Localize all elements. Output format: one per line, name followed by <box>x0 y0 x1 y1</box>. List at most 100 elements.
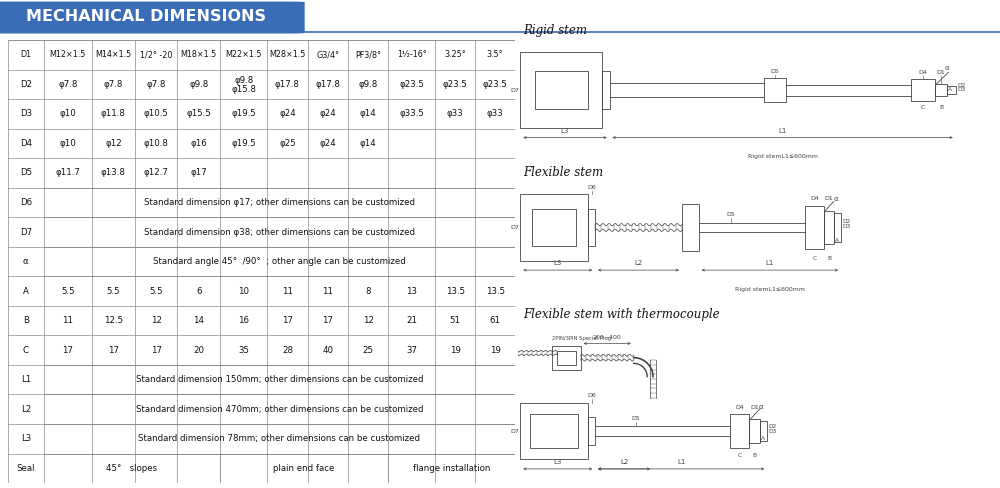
Text: D2: D2 <box>842 219 851 224</box>
Text: 12.5: 12.5 <box>104 316 123 325</box>
Bar <box>947 86 956 94</box>
Text: 8: 8 <box>365 286 371 296</box>
Text: D5: D5 <box>726 212 735 217</box>
Text: L2: L2 <box>620 459 628 465</box>
Text: C: C <box>738 453 742 458</box>
Text: C: C <box>812 256 816 261</box>
Text: D1: D1 <box>750 405 759 410</box>
Text: D7: D7 <box>510 88 519 93</box>
Text: Rigid stem: Rigid stem <box>523 24 587 37</box>
Text: D2: D2 <box>957 83 965 88</box>
Text: 12: 12 <box>363 316 374 325</box>
Text: G3/4°: G3/4° <box>316 50 339 59</box>
Text: L3: L3 <box>21 434 31 443</box>
Text: D3: D3 <box>769 428 777 433</box>
Text: Standard dimension 150mm; other dimensions can be customized: Standard dimension 150mm; other dimensio… <box>136 375 423 384</box>
Text: 40: 40 <box>322 346 333 355</box>
Text: D6: D6 <box>587 184 596 190</box>
Text: D2: D2 <box>20 80 32 89</box>
Text: D7: D7 <box>20 227 32 237</box>
Text: 13.5: 13.5 <box>446 286 465 296</box>
Text: φ12.7: φ12.7 <box>144 168 169 178</box>
Bar <box>834 213 841 242</box>
Text: L1: L1 <box>21 375 31 384</box>
Text: 11: 11 <box>282 286 293 296</box>
Bar <box>935 84 947 96</box>
Bar <box>520 403 588 460</box>
Text: 1/2° -20: 1/2° -20 <box>140 50 172 59</box>
Text: L2: L2 <box>21 405 31 414</box>
Text: 12: 12 <box>151 316 162 325</box>
Text: 17: 17 <box>108 346 119 355</box>
Text: C: C <box>921 105 925 110</box>
Text: 17: 17 <box>282 316 293 325</box>
Text: φ9.8: φ9.8 <box>234 76 253 85</box>
Bar <box>557 350 576 365</box>
Text: 2PIN/3PIN Special Plug: 2PIN/3PIN Special Plug <box>552 336 611 341</box>
Text: α: α <box>834 196 838 202</box>
Bar <box>44 424 515 453</box>
Text: A: A <box>761 436 765 442</box>
Text: 3.5°: 3.5° <box>487 50 503 59</box>
Text: 200~400: 200~400 <box>593 335 622 340</box>
Text: Flexible stem with thermocouple: Flexible stem with thermocouple <box>523 308 719 321</box>
Text: φ17.8: φ17.8 <box>315 80 340 89</box>
Text: 1¹⁄₂-16°: 1¹⁄₂-16° <box>397 50 427 59</box>
Text: φ33: φ33 <box>447 109 464 119</box>
Text: 25: 25 <box>363 346 374 355</box>
Text: φ16: φ16 <box>190 139 207 148</box>
Bar <box>535 71 588 109</box>
Text: flange installation: flange installation <box>413 464 490 473</box>
Text: 20: 20 <box>193 346 204 355</box>
Text: B: B <box>23 316 29 325</box>
Bar <box>911 80 935 101</box>
Bar <box>760 421 767 441</box>
Text: A: A <box>835 238 839 243</box>
Text: 28: 28 <box>282 346 293 355</box>
Text: φ15.8: φ15.8 <box>231 85 256 94</box>
Bar <box>552 346 581 369</box>
Text: φ17: φ17 <box>190 168 207 178</box>
Text: D1: D1 <box>20 50 31 59</box>
Text: φ23.5: φ23.5 <box>443 80 468 89</box>
Bar <box>602 71 610 109</box>
Text: D6: D6 <box>20 198 32 207</box>
Text: φ9.8: φ9.8 <box>358 80 378 89</box>
Bar <box>520 52 602 128</box>
Text: Rigid stemL1≤600mm: Rigid stemL1≤600mm <box>735 286 805 292</box>
Bar <box>44 247 515 276</box>
Text: φ17.8: φ17.8 <box>275 80 300 89</box>
Text: Standard dimension 78mm; other dimensions can be customized: Standard dimension 78mm; other dimension… <box>138 434 420 443</box>
Text: 17: 17 <box>62 346 73 355</box>
Text: D5: D5 <box>770 69 779 74</box>
Text: φ9.8: φ9.8 <box>189 80 208 89</box>
Text: L1: L1 <box>766 260 774 266</box>
Text: Flexible stem: Flexible stem <box>523 166 603 179</box>
Text: D1: D1 <box>825 197 833 202</box>
Text: 10: 10 <box>238 286 249 296</box>
Text: D7: D7 <box>510 428 519 433</box>
Text: D3: D3 <box>20 109 32 119</box>
Text: D4: D4 <box>810 197 819 202</box>
Text: 37: 37 <box>406 346 417 355</box>
Text: L3: L3 <box>561 128 569 134</box>
Text: D7: D7 <box>510 225 519 230</box>
Text: M18×1.5: M18×1.5 <box>181 50 217 59</box>
Bar <box>824 211 834 244</box>
Text: D5: D5 <box>20 168 32 178</box>
Bar <box>682 204 699 251</box>
Text: φ10: φ10 <box>60 139 76 148</box>
Text: φ25: φ25 <box>279 139 296 148</box>
Text: D4: D4 <box>20 139 32 148</box>
Text: φ10.8: φ10.8 <box>144 139 169 148</box>
Text: 17: 17 <box>151 346 162 355</box>
Bar <box>532 208 576 246</box>
Text: Standard dimension 470mm; other dimensions can be customized: Standard dimension 470mm; other dimensio… <box>136 405 423 414</box>
Text: M14×1.5: M14×1.5 <box>95 50 132 59</box>
Bar <box>44 394 515 424</box>
Text: φ23.5: φ23.5 <box>483 80 508 89</box>
Text: 16: 16 <box>238 316 249 325</box>
Text: PF3/8°: PF3/8° <box>355 50 381 59</box>
Text: φ7.8: φ7.8 <box>146 80 166 89</box>
Text: φ23.5: φ23.5 <box>399 80 424 89</box>
